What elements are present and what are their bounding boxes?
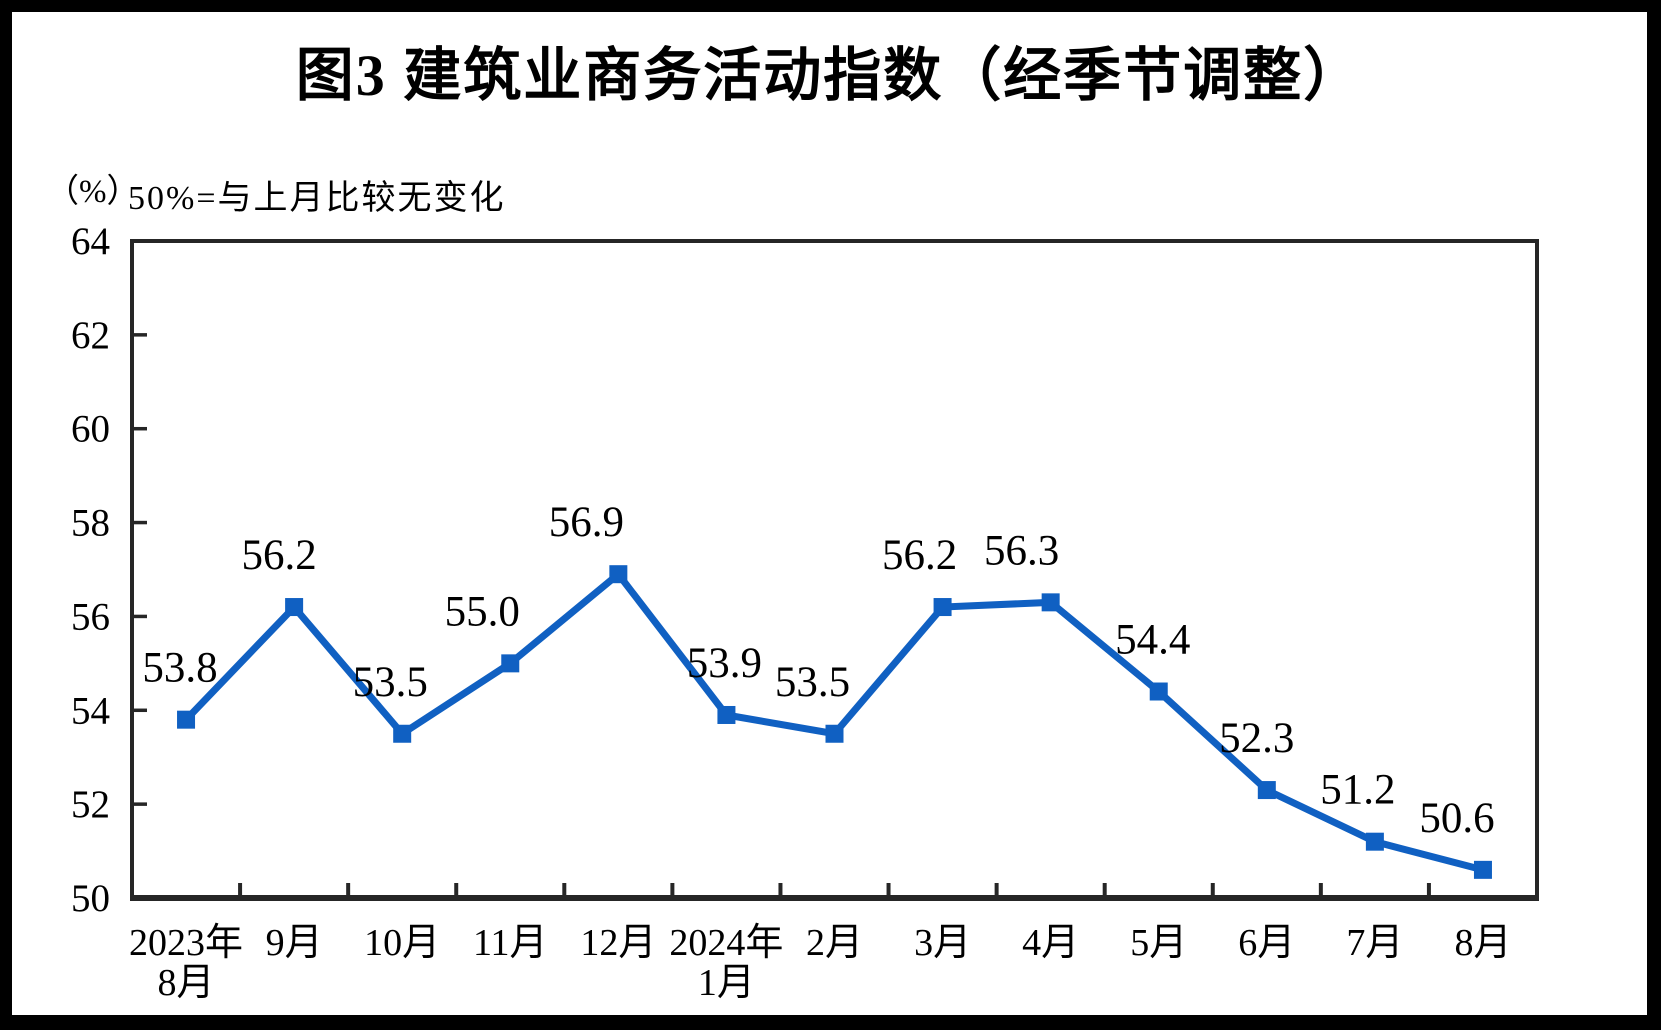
- x-axis-label: 12月: [580, 922, 656, 964]
- data-point-label: 56.9: [549, 499, 624, 546]
- x-axis-label: 3月: [914, 922, 971, 964]
- data-point-label: 54.4: [1115, 617, 1190, 664]
- y-axis-label: 52: [71, 783, 110, 826]
- y-axis-unit-label: （%）: [46, 174, 140, 210]
- chart-canvas: 图3 建筑业商务活动指数（经季节调整） （%） 50%=与上月比较无变化 50 5…: [12, 12, 1647, 1015]
- x-axis-label: 2023年: [129, 922, 243, 964]
- y-axis-label: 60: [71, 408, 110, 451]
- data-point-marker: [1365, 832, 1384, 851]
- x-axis-label: 5月: [1130, 922, 1187, 964]
- y-axis-label: 54: [71, 689, 110, 732]
- data-point-marker: [285, 598, 304, 617]
- data-point-label: 56.2: [882, 532, 957, 579]
- x-axis-label: 2024年: [669, 922, 783, 964]
- y-axis-label: 64: [71, 220, 110, 263]
- data-point-marker: [933, 598, 952, 617]
- x-axis-label: 7月: [1346, 922, 1403, 964]
- x-axis-label: 1月: [698, 962, 755, 1004]
- x-axis-label: 2月: [806, 922, 863, 964]
- data-point-label: 55.0: [445, 588, 520, 635]
- data-point-marker: [1149, 682, 1168, 701]
- chart-note: 50%=与上月比较无变化: [128, 180, 506, 217]
- x-axis-label: 11月: [473, 922, 548, 964]
- data-point-label: 53.9: [687, 640, 762, 687]
- data-point-marker: [1257, 781, 1276, 800]
- data-point-marker: [609, 565, 628, 584]
- y-axis-label: 56: [71, 595, 110, 638]
- data-point-marker: [825, 724, 844, 743]
- chart-title: 图3 建筑业商务活动指数（经季节调整）: [295, 43, 1364, 108]
- data-point-label: 53.5: [775, 659, 850, 706]
- x-axis-label: 6月: [1238, 922, 1295, 964]
- data-point-marker: [393, 724, 412, 743]
- data-point-label: 50.6: [1419, 795, 1494, 842]
- x-axis-label: 8月: [1454, 922, 1511, 964]
- data-point-marker: [1473, 860, 1492, 879]
- data-point-label: 53.8: [142, 645, 217, 692]
- data-point-label: 56.3: [984, 527, 1059, 574]
- data-point-label: 53.5: [353, 659, 428, 706]
- y-axis-label: 50: [71, 877, 110, 920]
- x-axis-label: 10月: [364, 922, 440, 964]
- data-point-marker: [177, 710, 196, 729]
- data-point-label: 52.3: [1219, 715, 1294, 762]
- data-point-marker: [501, 654, 520, 673]
- x-axis-label: 4月: [1022, 922, 1079, 964]
- data-point-label: 51.2: [1320, 767, 1395, 814]
- y-axis-label: 58: [71, 502, 110, 545]
- x-axis-label: 8月: [158, 962, 215, 1004]
- data-point-marker: [717, 705, 736, 724]
- y-axis-label: 62: [71, 314, 110, 357]
- data-point-label: 56.2: [241, 532, 316, 579]
- x-axis-label: 9月: [266, 922, 323, 964]
- data-point-marker: [1041, 593, 1060, 612]
